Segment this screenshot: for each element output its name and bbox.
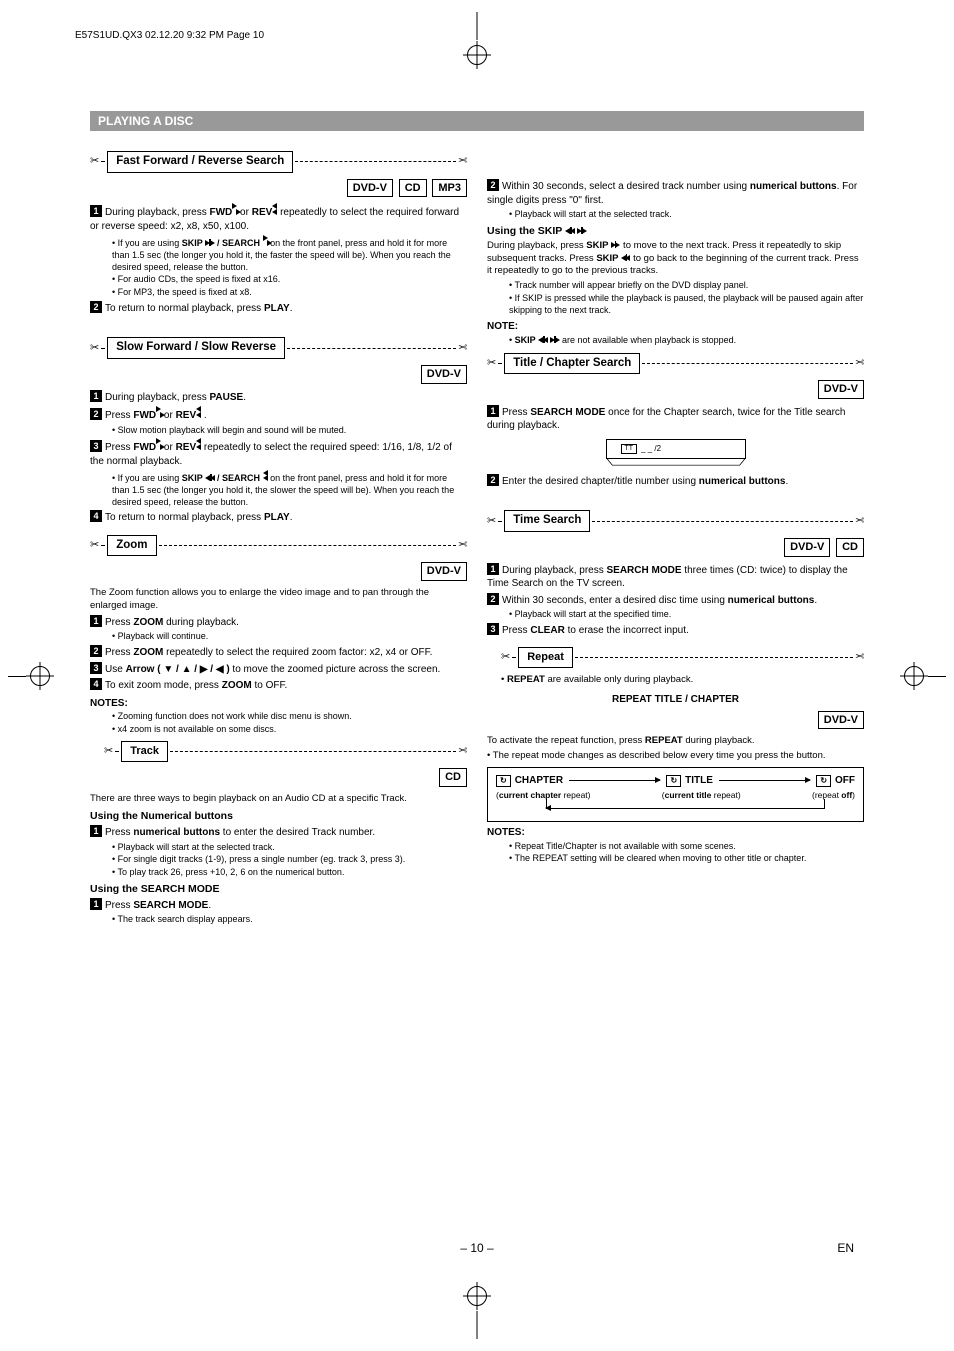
- badge-dvdv: DVD-V: [818, 380, 864, 399]
- ffrs-bullet3: • For MP3, the speed is fixed at x8.: [90, 287, 467, 299]
- track-skip-bullet3: • If SKIP is pressed while the playback …: [487, 293, 864, 316]
- heading-ts: Time Search: [487, 510, 864, 532]
- heading-sfsr: Slow Forward / Slow Reverse: [90, 337, 467, 359]
- zoom-bullet1: • Playback will continue.: [90, 631, 467, 643]
- zoom-step3: 3Use Arrow ( ▼ / ▲ / ▶ / ◀ ) to move the…: [90, 662, 467, 677]
- sfsr-bullet2: • If you are using SKIP / SEARCH on the …: [90, 470, 467, 508]
- heading-ffrs: Fast Forward / Reverse Search: [90, 151, 467, 173]
- track-step1: 1Press numerical buttons to enter the de…: [90, 825, 467, 840]
- badge-dvdv: DVD-V: [818, 711, 864, 730]
- ffrs-badges: DVD-V CD MP3: [90, 179, 467, 198]
- track-bullet1: • Playback will start at the selected tr…: [90, 842, 467, 854]
- track2-bullet1: • Playback will start at the selected tr…: [487, 209, 864, 221]
- sfsr-step4: 4To return to normal playback, press PLA…: [90, 510, 467, 525]
- heading-track-title: Track: [121, 741, 168, 762]
- sfsr-step1: 1During playback, press PAUSE.: [90, 390, 467, 405]
- badge-dvdv: DVD-V: [784, 538, 830, 557]
- zoom-note1: • Zooming function does not work while d…: [90, 711, 467, 723]
- tcs-step1: 1Press SEARCH MODE once for the Chapter …: [487, 405, 864, 433]
- heading-zoom-title: Zoom: [107, 535, 156, 557]
- page-number: – 10 –: [460, 1241, 493, 1255]
- zoom-notes-title: NOTES:: [90, 697, 467, 711]
- repeat-notes-title: NOTES:: [487, 826, 864, 840]
- zoom-step4: 4To exit zoom mode, press ZOOM to OFF.: [90, 678, 467, 693]
- track-badges: CD: [90, 768, 467, 787]
- ts-step1: 1During playback, press SEARCH MODE thre…: [487, 563, 864, 591]
- zoom-intro: The Zoom function allows you to enlarge …: [90, 587, 467, 613]
- track-bullet3: • To play track 26, press +10, 2, 6 on t…: [90, 867, 467, 879]
- tcs-display: TT_ _ /2: [606, 439, 746, 468]
- zoom-step1: 1Press ZOOM during playback.: [90, 615, 467, 630]
- track-note-title: NOTE:: [487, 320, 864, 334]
- ffrs-bullet2: • For audio CDs, the speed is fixed at x…: [90, 274, 467, 286]
- heading-tcs: Title / Chapter Search: [487, 353, 864, 375]
- track-search-step1: 1Press SEARCH MODE.: [90, 898, 467, 913]
- repeat-intro2: • The repeat mode changes as described b…: [487, 750, 864, 763]
- badge-cd: CD: [836, 538, 864, 557]
- zoom-note2: • x4 zoom is not available on some discs…: [90, 724, 467, 736]
- badge-cd: CD: [439, 768, 467, 787]
- tcs-step2: 2Enter the desired chapter/title number …: [487, 474, 864, 489]
- track-intro: There are three ways to begin playback o…: [90, 793, 467, 806]
- zoom-step2: 2Press ZOOM repeatedly to select the req…: [90, 645, 467, 660]
- heading-track: Track: [90, 741, 467, 762]
- repeat-intro: To activate the repeat function, press R…: [487, 735, 864, 748]
- repeat-diagram: ↻CHAPTER ↻TITLE ↻OFF ((current chapter r…: [487, 767, 864, 822]
- track-skip-title: Using the SKIP: [487, 224, 864, 238]
- track-search-bullet1: • The track search display appears.: [90, 914, 467, 926]
- heading-tcs-title: Title / Chapter Search: [504, 353, 640, 375]
- sfsr-step2: 2Press FWD or REV .: [90, 406, 467, 423]
- repeat-badges: DVD-V: [487, 711, 864, 730]
- ffrs-bullet1: • If you are using SKIP / SEARCH on the …: [90, 235, 467, 273]
- repeat-subheader: REPEAT TITLE / CHAPTER: [487, 693, 864, 707]
- repeat-note2: • The REPEAT setting will be cleared whe…: [487, 853, 864, 865]
- zoom-badges: DVD-V: [90, 562, 467, 581]
- sfsr-bullet1: • Slow motion playback will begin and so…: [90, 425, 467, 437]
- repeat-note1: • Repeat Title/Chapter is not available …: [487, 841, 864, 853]
- heading-ffrs-title: Fast Forward / Reverse Search: [107, 151, 293, 173]
- right-column: 2Within 30 seconds, select a desired tra…: [487, 143, 864, 927]
- sfsr-badges: DVD-V: [90, 365, 467, 384]
- ffrs-step1: 1During playback, press FWD or REV repea…: [90, 203, 467, 233]
- track-numerical-title: Using the Numerical buttons: [90, 809, 467, 823]
- slug-line: E57S1UD.QX3 02.12.20 9:32 PM Page 10: [70, 30, 884, 41]
- badge-cd: CD: [399, 179, 427, 198]
- track-step2: 2Within 30 seconds, select a desired tra…: [487, 179, 864, 207]
- ts-step2: 2Within 30 seconds, enter a desired disc…: [487, 593, 864, 608]
- left-column: Fast Forward / Reverse Search DVD-V CD M…: [90, 143, 467, 927]
- heading-repeat: Repeat: [487, 647, 864, 668]
- badge-mp3: MP3: [432, 179, 467, 198]
- ts-bullet1: • Playback will start at the specified t…: [487, 609, 864, 621]
- track-bullet2: • For single digit tracks (1-9), press a…: [90, 854, 467, 866]
- track-skip-bullet2: • Track number will appear briefly on th…: [487, 280, 864, 292]
- track-search-title: Using the SEARCH MODE: [90, 882, 467, 896]
- tcs-badges: DVD-V: [487, 380, 864, 399]
- heading-ts-title: Time Search: [504, 510, 590, 532]
- ts-badges: DVD-V CD: [487, 538, 864, 557]
- badge-dvdv: DVD-V: [421, 365, 467, 384]
- repeat-line1: • REPEAT are available only during playb…: [487, 674, 864, 687]
- badge-dvdv: DVD-V: [421, 562, 467, 581]
- heading-repeat-title: Repeat: [518, 647, 573, 668]
- ts-step3: 3Press CLEAR to erase the incorrect inpu…: [487, 623, 864, 638]
- track-note1: • SKIP are not available when playback i…: [487, 335, 864, 347]
- section-header: PLAYING A DISC: [90, 111, 864, 131]
- sfsr-step3: 3Press FWD or REV repeatedly to select t…: [90, 438, 467, 468]
- ffrs-step2: 2To return to normal playback, press PLA…: [90, 301, 467, 316]
- heading-sfsr-title: Slow Forward / Slow Reverse: [107, 337, 285, 359]
- track-skip-para: During playback, press SKIP to move to t…: [487, 240, 864, 278]
- heading-zoom: Zoom: [90, 535, 467, 557]
- badge-dvdv: DVD-V: [347, 179, 393, 198]
- page-lang: EN: [837, 1241, 854, 1255]
